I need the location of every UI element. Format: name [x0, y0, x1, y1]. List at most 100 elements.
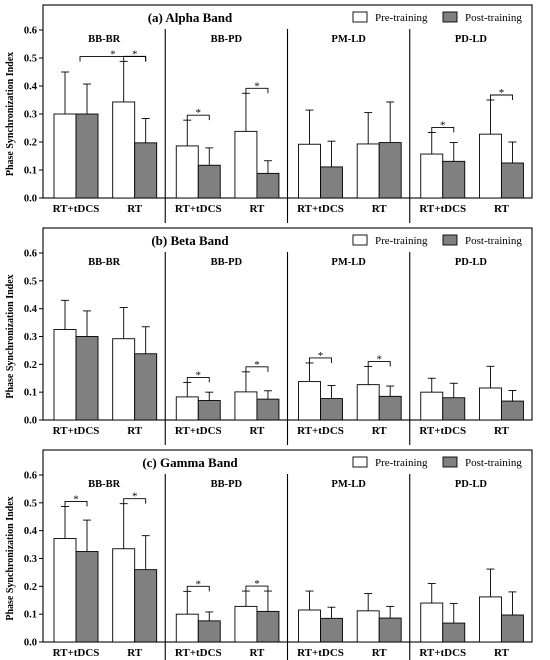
- legend-label-pre: Pre-training: [375, 235, 428, 247]
- group-label: PM-LD: [331, 257, 366, 268]
- bar-post: [197, 164, 221, 199]
- bar-post: [320, 617, 343, 643]
- group-label: BB-PD: [211, 34, 243, 45]
- significance-star: *: [73, 493, 79, 505]
- y-tick-label: 0.1: [24, 610, 37, 621]
- bar-post: [442, 160, 466, 199]
- bar-pre: [298, 609, 321, 643]
- significance-star: *: [440, 119, 446, 131]
- y-tick-label: 0.5: [24, 498, 37, 509]
- bar-pre: [356, 384, 380, 421]
- bar-post: [134, 569, 158, 643]
- category-label: RT+tDCS: [297, 425, 344, 437]
- chart-panel-2: 0.0 0.1 0.2 0.3 0.4 0.5 0.6 Phase Synchronizati…: [5, 227, 533, 445]
- bar-post: [378, 617, 402, 643]
- category-label: RT: [372, 647, 388, 659]
- y-tick-label: 0.3: [24, 554, 37, 565]
- significance-star: *: [318, 350, 324, 362]
- bar-post: [134, 353, 158, 421]
- bar-post: [442, 622, 466, 643]
- legend-label-pre: Pre-training: [375, 12, 428, 24]
- significance-bracket: [245, 366, 269, 372]
- category-label: RT: [249, 647, 265, 659]
- bar-pre: [478, 387, 502, 421]
- y-tick-label: 0.2: [24, 582, 37, 593]
- bar-post: [378, 395, 402, 421]
- category-label: RT+tDCS: [175, 425, 222, 437]
- category-label: RT+tDCS: [419, 203, 466, 215]
- bar-pre: [112, 548, 136, 643]
- significance-bracket: [245, 87, 269, 94]
- group-label: BB-PD: [211, 257, 243, 268]
- significance-star: *: [254, 80, 260, 92]
- significance-star: *: [254, 359, 260, 371]
- bar-post: [500, 162, 524, 199]
- chart-panel-3: 0.0 0.1 0.2 0.3 0.4 0.5 0.6 Phase Synchronizati…: [5, 449, 533, 660]
- category-label: RT+tDCS: [53, 647, 100, 659]
- legend-label-post: Post-training: [465, 235, 522, 247]
- legend-swatch-pre: [352, 234, 368, 246]
- category-label: RT+tDCS: [175, 647, 222, 659]
- significance-star: *: [196, 578, 202, 590]
- significance-star: *: [196, 107, 202, 119]
- bar-post: [320, 166, 343, 199]
- bar-pre: [420, 153, 444, 199]
- bar-post: [75, 551, 99, 643]
- bar-post: [442, 397, 466, 421]
- category-label: RT+tDCS: [53, 425, 100, 437]
- y-tick-label: 0.0: [24, 638, 37, 649]
- y-tick-label: 0.1: [24, 388, 37, 399]
- category-label: RT: [249, 203, 265, 215]
- group-label: PD-LD: [455, 34, 487, 45]
- bar-pre: [298, 143, 321, 199]
- category-label: RT: [494, 425, 510, 437]
- category-label: RT+tDCS: [419, 425, 466, 437]
- group-label: BB-BR: [88, 479, 121, 490]
- bar-pre: [234, 391, 258, 421]
- legend-swatch-pre: [352, 456, 368, 468]
- group-label: BB-PD: [211, 479, 243, 490]
- significance-bracket: [186, 376, 210, 383]
- category-label: RT: [127, 425, 143, 437]
- bar-post: [378, 142, 402, 199]
- category-label: RT: [494, 647, 510, 659]
- category-label: RT: [372, 203, 388, 215]
- legend-label-post: Post-training: [465, 457, 522, 469]
- bar-post: [75, 336, 99, 421]
- bar-post: [256, 172, 280, 199]
- significance-bracket: [431, 127, 455, 133]
- y-tick-label: 0.2: [24, 360, 37, 371]
- legend-swatch-post: [442, 456, 458, 468]
- bar-post: [75, 113, 99, 199]
- significance-star: *: [254, 578, 260, 590]
- significance-star: *: [132, 491, 138, 503]
- significance-bracket: [309, 357, 332, 363]
- y-axis-label: Phase Synchronization Index: [5, 274, 16, 398]
- y-tick-label: 0.6: [24, 249, 37, 260]
- y-tick-label: 0.3: [24, 110, 37, 121]
- bar-pre: [420, 391, 444, 421]
- category-label: RT+tDCS: [297, 203, 344, 215]
- y-tick-label: 0.6: [24, 471, 37, 482]
- y-axis-label: Phase Synchronization Index: [5, 496, 16, 620]
- group-label: PD-LD: [455, 257, 487, 268]
- y-tick-label: 0.3: [24, 332, 37, 343]
- significance-bracket: [123, 498, 147, 504]
- significance-star: *: [196, 369, 202, 381]
- bar-pre: [112, 101, 136, 199]
- bar-post: [197, 400, 221, 421]
- significance-star: *: [110, 49, 116, 61]
- y-tick-label: 0.4: [24, 304, 38, 315]
- category-label: RT: [494, 203, 510, 215]
- bar-post: [256, 610, 280, 643]
- y-tick-label: 0.6: [24, 26, 37, 37]
- bar-pre: [356, 610, 380, 643]
- bar-pre: [420, 602, 444, 643]
- group-label: PD-LD: [455, 479, 487, 490]
- y-tick-label: 0.5: [24, 54, 37, 65]
- y-tick-label: 0.5: [24, 276, 37, 287]
- significance-bracket-across: [79, 56, 147, 62]
- category-label: RT: [372, 425, 388, 437]
- panel-title: (c) Gamma Band: [142, 455, 238, 470]
